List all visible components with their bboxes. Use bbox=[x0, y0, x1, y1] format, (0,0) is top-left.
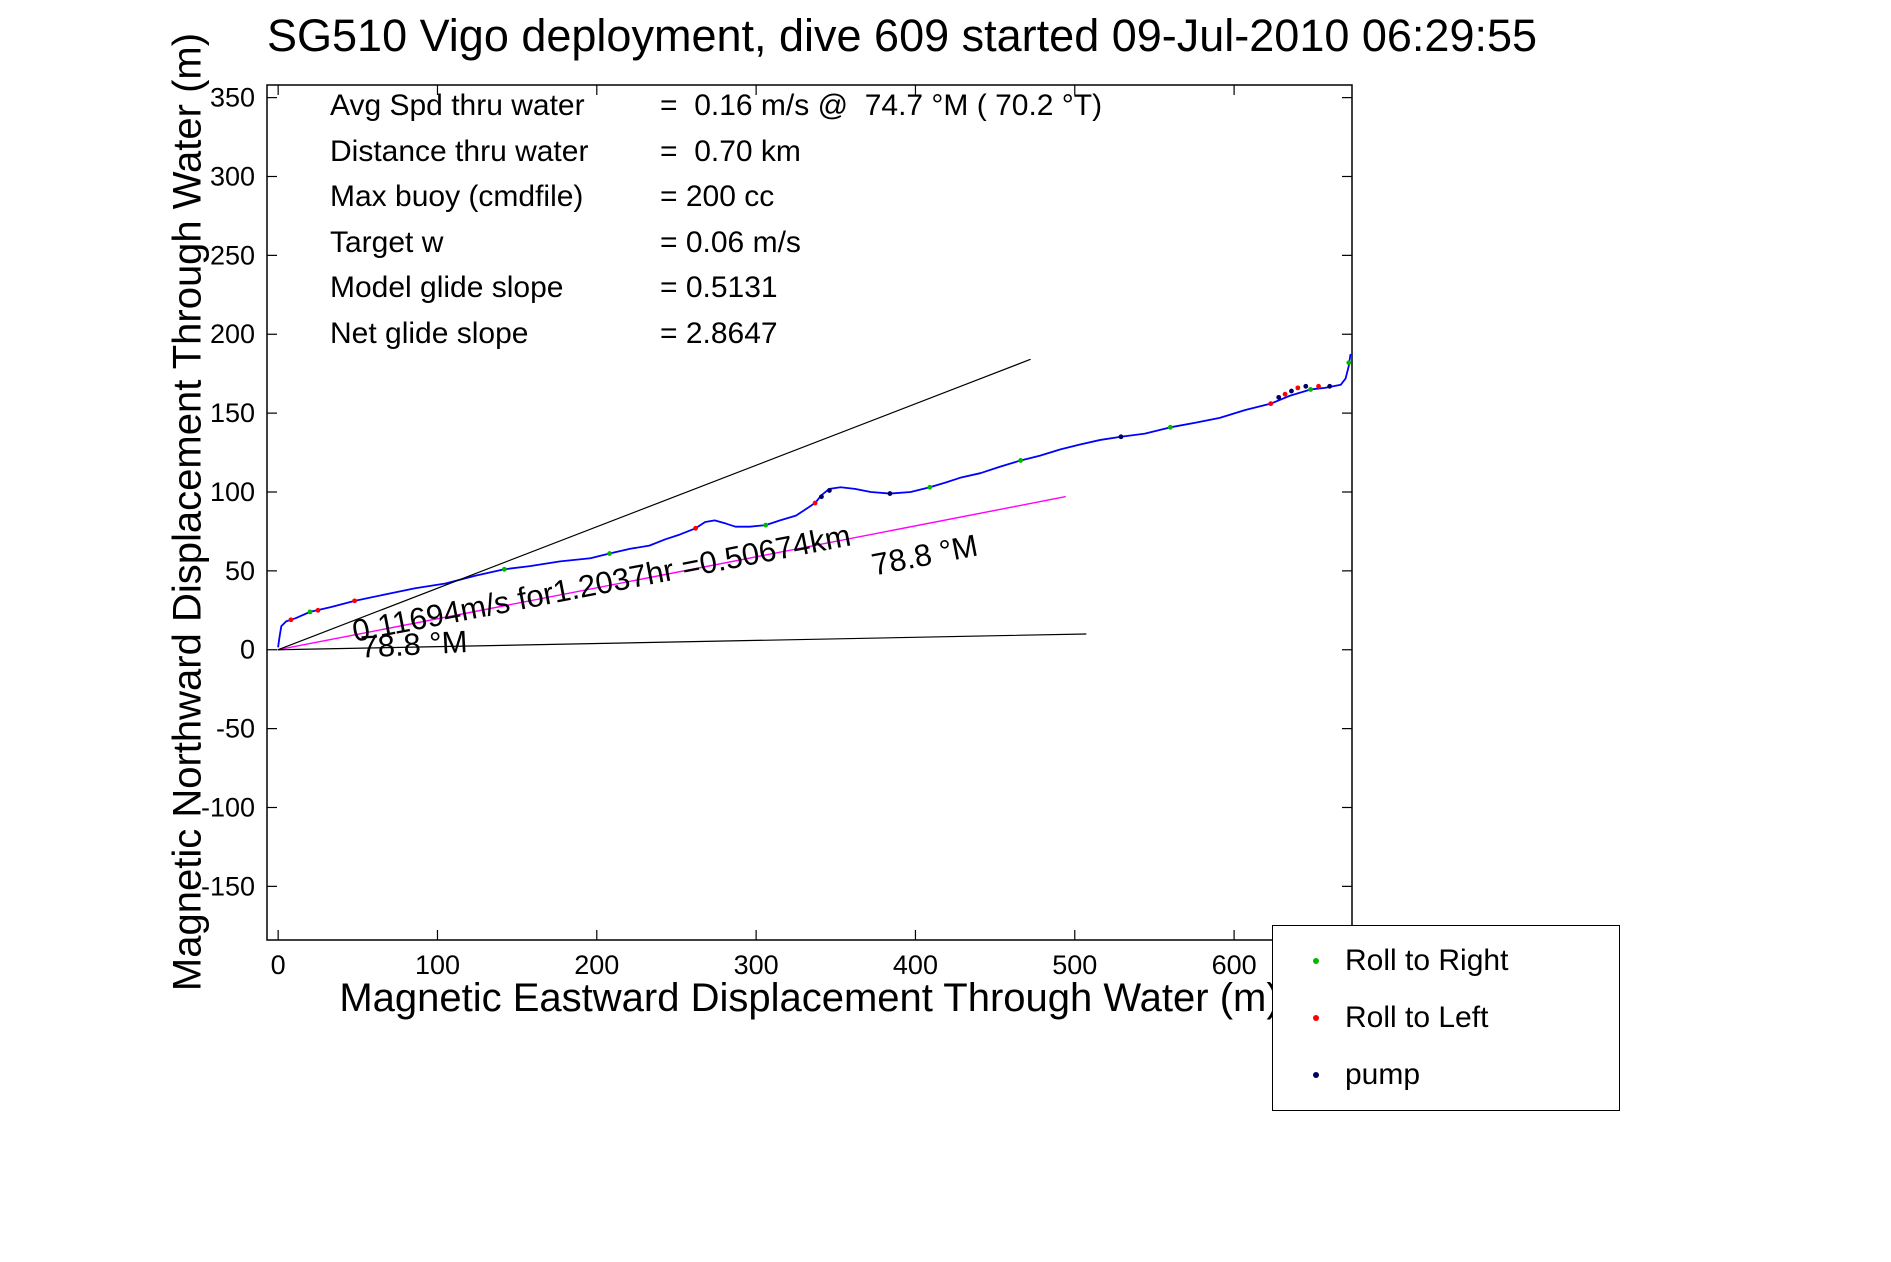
marker-roll-left bbox=[1295, 385, 1301, 391]
stat-value: = 200 cc bbox=[660, 180, 775, 213]
legend-label-roll-right: Roll to Right bbox=[1345, 943, 1509, 977]
marker-roll-right bbox=[1308, 387, 1313, 392]
plot-title: SG510 Vigo deployment, dive 609 started … bbox=[267, 10, 1538, 61]
x-tick-label: 600 bbox=[1212, 950, 1257, 980]
y-tick-label: 300 bbox=[210, 161, 255, 191]
series-heading-line-lower bbox=[277, 633, 1087, 651]
x-tick-label: 500 bbox=[1052, 950, 1097, 980]
marker-pump bbox=[827, 488, 832, 493]
marker-roll-right bbox=[501, 566, 507, 572]
stat-value: = 0.5131 bbox=[660, 271, 778, 304]
x-tick-label: 200 bbox=[574, 950, 619, 980]
y-tick-label: 0 bbox=[240, 635, 255, 665]
marker-roll-left bbox=[812, 500, 818, 506]
stat-row: Net glide slope = 2.8647 bbox=[330, 311, 1102, 357]
stat-label: Distance thru water bbox=[330, 134, 589, 168]
stat-value: = 0.06 m/s bbox=[660, 225, 801, 259]
marker-pump bbox=[887, 491, 893, 496]
stat-label: Max buoy (cmdfile) bbox=[330, 180, 584, 213]
stat-row: Model glide slope = 0.5131 bbox=[330, 265, 1102, 311]
stat-value: = 0.70 km bbox=[660, 134, 801, 168]
marker-roll-right bbox=[927, 484, 933, 490]
y-tick-label: 200 bbox=[210, 319, 255, 349]
stat-value: = 0.16 m/s @ 74.7 °M ( 70.2 °T) bbox=[660, 89, 1103, 122]
x-tick-label: 400 bbox=[893, 950, 938, 980]
marker-roll-left bbox=[352, 598, 358, 604]
marker-roll-right bbox=[1346, 360, 1352, 366]
plot-box bbox=[266, 84, 1353, 941]
x-tick-label: 0 bbox=[271, 950, 286, 980]
y-tick-label: -100 bbox=[201, 792, 255, 822]
stat-value: = 2.8647 bbox=[660, 316, 778, 350]
series-heading-line-upper bbox=[277, 358, 1031, 651]
legend-item-pump: pump bbox=[1273, 1048, 1619, 1102]
x-axis-label: Magnetic Eastward Displacement Through W… bbox=[339, 976, 1280, 1020]
legend-item-roll-right: Roll to Right bbox=[1273, 934, 1619, 988]
y-tick-label: -50 bbox=[216, 714, 255, 744]
marker-roll-right bbox=[763, 522, 769, 528]
legend-label-roll-left: Roll to Left bbox=[1345, 1000, 1489, 1034]
series-avg-speed-vector bbox=[277, 496, 1066, 651]
marker-roll-right bbox=[1167, 424, 1173, 430]
stats-block: Avg Spd thru water = 0.16 m/s @ 74.7 °M … bbox=[330, 83, 1102, 356]
y-tick-label: 250 bbox=[210, 240, 255, 270]
stat-label: Target w bbox=[330, 225, 444, 259]
stat-row: Max buoy (cmdfile) = 200 cc bbox=[330, 174, 1102, 220]
marker-roll-left bbox=[693, 525, 698, 531]
stat-label: Model glide slope bbox=[330, 271, 564, 304]
marker-roll-right bbox=[607, 551, 612, 556]
x-tick-label: 100 bbox=[415, 950, 460, 980]
y-tick-label: 100 bbox=[210, 477, 255, 507]
y-tick-label: -150 bbox=[201, 871, 255, 901]
marker-roll-left bbox=[1268, 401, 1274, 407]
y-axis-label: Magnetic Northward Displacement Through … bbox=[165, 32, 210, 992]
x-tick-label: 300 bbox=[734, 950, 779, 980]
pump-marker-icon bbox=[1313, 1072, 1319, 1079]
marker-pump bbox=[1289, 388, 1294, 394]
y-tick-label: 150 bbox=[210, 398, 255, 428]
stat-label: Net glide slope bbox=[330, 316, 529, 350]
marker-pump bbox=[1276, 394, 1282, 400]
marker-pump bbox=[1118, 434, 1124, 440]
marker-roll-left bbox=[288, 617, 294, 623]
marker-roll-left bbox=[1282, 391, 1288, 397]
roll-right-marker-icon bbox=[1313, 957, 1319, 964]
roll-left-marker-icon bbox=[1313, 1014, 1319, 1021]
stat-row: Avg Spd thru water = 0.16 m/s @ 74.7 °M … bbox=[330, 83, 1102, 129]
y-tick-label: 350 bbox=[210, 83, 255, 113]
marker-pump bbox=[1327, 383, 1333, 389]
stat-label: Avg Spd thru water bbox=[330, 89, 585, 122]
legend: Roll to Right Roll to Left pump bbox=[1272, 925, 1620, 1111]
marker-pump bbox=[819, 494, 824, 500]
legend-label-pump: pump bbox=[1345, 1058, 1421, 1092]
y-tick-label: 50 bbox=[225, 556, 255, 586]
annotation-2: 78.8 °M bbox=[360, 624, 469, 665]
stat-row: Distance thru water = 0.70 km bbox=[330, 129, 1102, 175]
marker-roll-right bbox=[307, 609, 313, 615]
marker-roll-right bbox=[1018, 458, 1024, 463]
marker-roll-left bbox=[1316, 383, 1321, 389]
stat-row: Target w = 0.06 m/s bbox=[330, 220, 1102, 266]
marker-roll-left bbox=[315, 607, 321, 613]
legend-item-roll-left: Roll to Left bbox=[1273, 991, 1619, 1045]
annotation-1: 78.8 °M bbox=[869, 528, 981, 583]
marker-pump bbox=[1303, 383, 1309, 389]
